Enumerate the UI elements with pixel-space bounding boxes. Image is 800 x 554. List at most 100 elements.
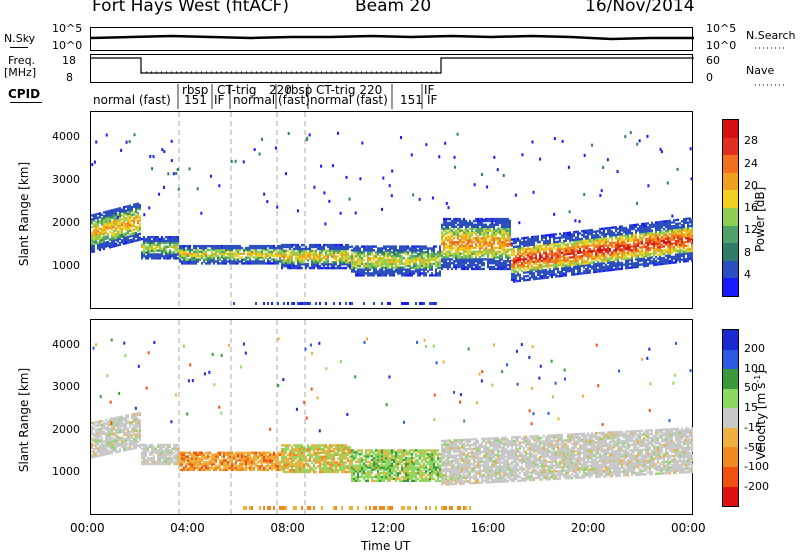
power-cell — [303, 247, 305, 251]
power-cell — [410, 153, 413, 157]
power-cell — [253, 250, 255, 254]
power-cell — [465, 229, 467, 232]
power-cell — [119, 218, 121, 222]
power-cell — [523, 258, 525, 261]
power-cell — [653, 250, 655, 253]
power-cell — [477, 260, 479, 263]
power-cell — [417, 249, 419, 252]
power-cell — [625, 263, 627, 266]
power-cell — [459, 227, 461, 230]
power-cell — [511, 247, 513, 251]
power-cell — [347, 245, 349, 249]
power-cell — [91, 225, 93, 229]
power-cell — [109, 224, 111, 228]
power-cell — [425, 143, 428, 147]
power-cell — [451, 246, 453, 250]
power-cell — [667, 239, 669, 242]
power-cell — [603, 229, 605, 232]
power-cell — [175, 247, 177, 250]
power-cell — [475, 227, 477, 230]
power-cell — [339, 249, 341, 253]
power-cell — [471, 250, 473, 253]
power-cell — [457, 258, 459, 261]
power-cell — [469, 219, 471, 223]
power-cell — [249, 260, 251, 263]
power-cell — [305, 253, 307, 256]
power-cell — [353, 247, 355, 250]
power-cell — [369, 256, 371, 260]
power-cell — [683, 256, 685, 259]
power-cell — [115, 227, 117, 230]
power-cell — [659, 226, 661, 229]
power-cell — [625, 245, 627, 249]
power-cell — [241, 260, 243, 263]
power-cell — [663, 249, 665, 252]
power-cell — [501, 221, 503, 225]
power-cell — [295, 245, 297, 249]
velocity-cell — [125, 418, 127, 421]
power-cell — [577, 232, 579, 235]
power-cell — [189, 246, 191, 250]
power-cell — [199, 250, 201, 254]
power-cell — [131, 205, 133, 209]
power-cell — [523, 242, 525, 246]
power-cell — [497, 267, 499, 271]
power-cell — [251, 262, 253, 265]
power-cell — [539, 273, 541, 276]
power-cell — [673, 236, 675, 239]
power-cell — [627, 262, 629, 266]
power-cell — [148, 206, 151, 210]
power-cell — [585, 244, 587, 248]
power-cell — [447, 254, 449, 257]
power-cell — [595, 262, 597, 266]
power-cell — [607, 228, 609, 232]
power-cell — [571, 248, 573, 251]
power-cell — [261, 248, 263, 252]
power-cell — [331, 245, 333, 249]
velocity-cell — [129, 425, 131, 428]
power-cell — [549, 270, 551, 273]
power-cell — [655, 259, 657, 263]
power-cell — [671, 228, 673, 232]
power-cell — [467, 260, 469, 263]
power-cell — [493, 267, 495, 271]
power-cell — [423, 251, 425, 254]
power-cell — [301, 255, 303, 258]
power-cell — [479, 265, 481, 269]
power-cell — [471, 265, 473, 269]
power-cell — [651, 221, 653, 225]
power-cell — [397, 251, 399, 254]
power-cell — [589, 261, 591, 265]
power-cell — [399, 272, 401, 275]
power-cell — [647, 229, 649, 233]
power-cell — [245, 260, 247, 263]
power-cell — [121, 221, 123, 225]
power-cell — [429, 254, 431, 258]
power-cell — [607, 232, 609, 236]
power-cell — [155, 237, 157, 241]
power-cell — [367, 253, 369, 256]
power-cell — [553, 246, 555, 250]
power-cell — [493, 260, 495, 263]
power-cell — [675, 240, 677, 243]
power-cell — [401, 262, 403, 266]
power-cell — [547, 257, 549, 260]
power-cell — [535, 235, 537, 238]
power-cell — [353, 270, 355, 273]
power-cell — [167, 237, 169, 241]
velocity-cell — [129, 447, 131, 451]
power-cell — [639, 230, 641, 234]
power-cell — [131, 238, 133, 241]
power-cell — [475, 217, 477, 221]
power-cell — [441, 252, 443, 255]
power-cell — [303, 259, 305, 262]
power-cell — [305, 249, 307, 253]
power-cell — [279, 258, 281, 261]
power-cell — [505, 227, 507, 230]
velocity-cell — [129, 430, 131, 434]
power-cell — [485, 225, 487, 228]
power-cell — [373, 264, 375, 267]
power-cell — [557, 255, 559, 259]
power-cell — [677, 230, 679, 233]
power-cell — [133, 213, 135, 216]
